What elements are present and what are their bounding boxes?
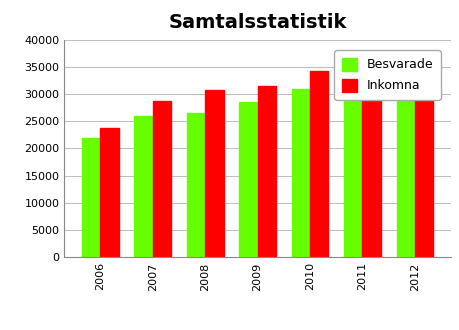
Bar <box>414 64 432 257</box>
Bar <box>205 90 223 257</box>
Legend: Besvarade, Inkomna: Besvarade, Inkomna <box>333 50 440 100</box>
Bar <box>134 116 152 257</box>
Bar <box>309 71 328 257</box>
Bar <box>239 102 257 257</box>
Title: Samtalsstatistik: Samtalsstatistik <box>168 14 346 32</box>
Bar <box>343 83 362 257</box>
Bar <box>82 138 100 257</box>
Bar <box>100 128 118 257</box>
Bar <box>186 113 205 257</box>
Bar <box>362 67 380 257</box>
Bar <box>152 101 171 257</box>
Bar <box>291 88 309 257</box>
Bar <box>257 86 275 257</box>
Bar <box>396 81 414 257</box>
